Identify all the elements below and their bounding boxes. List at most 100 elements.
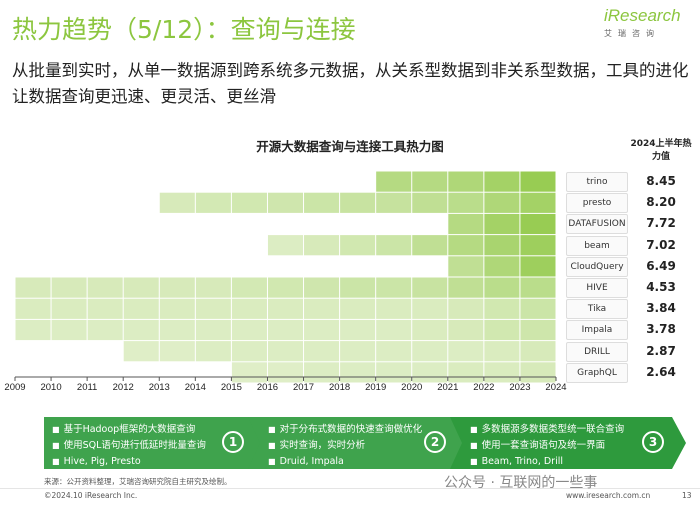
heat-value: 8.45 (646, 174, 676, 188)
heat-cell (267, 298, 304, 319)
heat-cell (51, 277, 87, 298)
tool-logo: presto (566, 193, 628, 214)
heat-cell (484, 362, 520, 383)
heat-cell (87, 277, 123, 298)
tool-logo: HIVE (566, 278, 628, 298)
x-tick-label: 2013 (149, 382, 170, 393)
heat-cell (448, 171, 484, 192)
heat-cell (376, 319, 412, 341)
x-tick-label: 2016 (257, 382, 278, 393)
heat-cell (484, 192, 520, 213)
heat-cell (267, 341, 304, 362)
heat-value: 7.72 (646, 216, 676, 231)
stage-item: 多数据源多数据类型统一联合查询 (470, 422, 625, 438)
heat-value: 2.87 (646, 343, 676, 358)
stage-1: 基于Hadoop框架的大数据查询使用SQL语句进行低延时批量查询Hive, Pi… (44, 417, 266, 475)
stage-item: 使用一套查询语句及统一界面 (470, 438, 624, 454)
x-tick-label: 2015 (221, 382, 242, 393)
heat-cell (412, 362, 448, 383)
stage-item: Beam, Trino, Drill (470, 454, 624, 470)
heat-cell (520, 319, 556, 341)
heat-cell (159, 192, 195, 213)
logo-brand: iResearch (604, 6, 681, 25)
x-tick-label: 2011 (77, 382, 97, 393)
heat-cell (484, 319, 520, 341)
heat-cell (51, 298, 87, 319)
heat-cell (376, 298, 412, 319)
heat-cell (484, 277, 520, 298)
heat-cell (520, 192, 556, 213)
heat-cell (304, 298, 340, 319)
heat-cell (267, 192, 304, 213)
heat-cell (159, 319, 195, 341)
tool-logo: trino (566, 172, 628, 192)
heat-cell (376, 277, 412, 298)
heat-cell (520, 298, 556, 319)
heat-value: 7.02 (646, 237, 676, 252)
heat-cell (376, 171, 412, 192)
wechat-watermark: 公众号 · 互联网的一些事 (444, 475, 598, 491)
heat-value-header: 2024上半年热力值 (630, 139, 692, 162)
x-tick-label: 2020 (401, 382, 422, 393)
tool-logo: CloudQuery (566, 256, 628, 277)
heat-cell (340, 235, 376, 256)
footer-copyright: ©2024.10 iResearch Inc. (44, 491, 138, 500)
heat-value: 3.84 (646, 301, 676, 316)
heat-cell (231, 277, 267, 298)
heat-cell (448, 341, 484, 362)
heat-cell (123, 319, 159, 341)
heat-cell (376, 341, 412, 362)
heat-cell (520, 341, 556, 362)
heat-cell (267, 362, 304, 383)
heat-cell (195, 277, 231, 298)
x-tick-label: 2018 (329, 382, 350, 393)
heat-cell (304, 341, 340, 362)
heat-cell (448, 235, 484, 256)
stage-item: Hive, Pig, Presto (52, 454, 206, 470)
tool-logo: DATAFUSION (566, 214, 628, 235)
heat-cell (304, 192, 340, 213)
heat-cell (87, 319, 123, 341)
heat-value: 2.64 (646, 364, 676, 379)
stage-item: 实时查询，实时分析 (268, 438, 422, 454)
heat-cell (123, 341, 159, 362)
heat-cell (304, 362, 340, 383)
heat-value: 6.49 (646, 258, 676, 273)
source-note: 来源：公开资料整理，艾瑞咨询研究院自主研究及绘制。 (44, 477, 232, 486)
page-subtitle: 从批量到实时，从单一数据源到跨系统多元数据，从关系型数据到非关系型数据，工具的进… (12, 61, 689, 106)
heat-cell (195, 341, 231, 362)
page-number: 13 (682, 491, 692, 500)
heat-cell (123, 277, 159, 298)
x-tick-label: 2017 (293, 382, 314, 393)
iresearch-logo: iResearch 艾瑞咨询 (604, 6, 694, 50)
stage-item: Druid, Impala (268, 454, 422, 470)
heat-cell (195, 192, 231, 213)
heat-value: 4.53 (646, 280, 676, 294)
heat-cell (484, 298, 520, 319)
tool-logo: Impala (566, 320, 628, 341)
heat-cell (123, 298, 159, 319)
heat-cell (520, 277, 556, 298)
heat-cell (448, 362, 484, 383)
heat-cell (448, 277, 484, 298)
heat-cell (448, 256, 484, 277)
heat-cell (340, 319, 376, 341)
heat-cell (87, 298, 123, 319)
x-tick-label: 2023 (509, 382, 530, 393)
heat-value: 3.78 (646, 322, 676, 337)
stage-item: 对于分布式数据的快速查询做优化 (268, 422, 423, 438)
heat-cell (520, 256, 556, 277)
heat-cell (484, 235, 520, 256)
tool-logo: GraphQL (566, 362, 628, 383)
heat-cell (376, 362, 412, 383)
heat-cell (412, 298, 448, 319)
heat-cell (340, 298, 376, 319)
heat-cell (412, 277, 448, 298)
heat-cell (231, 341, 267, 362)
heat-cell (484, 171, 520, 192)
page-title: 热力趋势（5/12）：查询与连接 (12, 15, 356, 44)
footer-site: www.iresearch.com.cn (566, 491, 651, 500)
heat-cell (231, 319, 267, 341)
heat-cell (51, 319, 87, 341)
stage-number: 3 (642, 431, 664, 453)
